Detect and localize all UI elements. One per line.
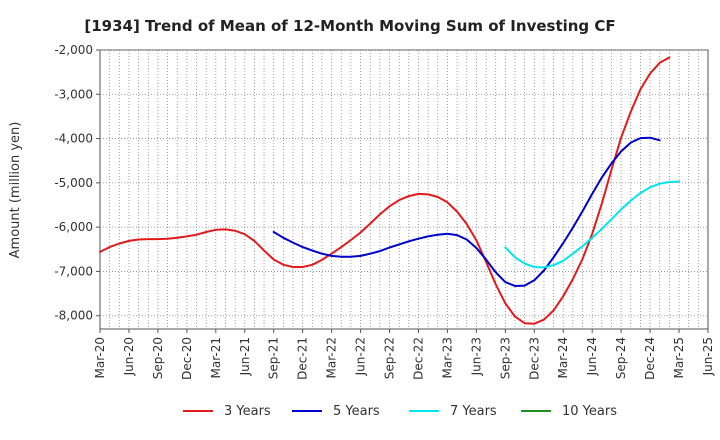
x-tick-label: Jun-22 [354, 337, 368, 376]
x-tick-label: Dec-22 [411, 337, 425, 380]
y-tick-label: -5,000 [54, 176, 93, 190]
x-tick-label: Mar-24 [556, 337, 570, 378]
y-tick-label: -8,000 [54, 309, 93, 323]
x-tick-label: Jun-24 [585, 337, 599, 376]
x-tick-label: Sep-21 [267, 337, 281, 379]
legend-label: 7 Years [450, 404, 497, 419]
x-tick-label: Mar-21 [209, 337, 223, 378]
x-tick-label: Mar-22 [325, 337, 339, 378]
x-tick-label: Mar-20 [93, 337, 107, 378]
x-tick-label: Sep-20 [151, 337, 165, 379]
series-line-5-years [272, 136, 661, 287]
legend: 3 Years 5 Years 7 Years 10 Years [183, 404, 617, 419]
x-tick-label: Mar-23 [440, 337, 454, 378]
x-tick-label: Jun-25 [701, 337, 715, 376]
series-line-3-years [99, 56, 671, 325]
grid [100, 49, 708, 329]
x-tick-label: Jun-20 [122, 337, 136, 376]
x-axis-ticks: Mar-20 Jun-20 Sep-20 Dec-20 Mar-21 Jun-21 Sep-… [93, 329, 715, 380]
x-tick-label: Dec-20 [180, 337, 194, 380]
legend-label: 10 Years [562, 404, 617, 419]
x-tick-label: Sep-23 [498, 337, 512, 379]
legend-label: 5 Years [333, 404, 380, 419]
y-tick-label: -3,000 [54, 87, 93, 101]
x-tick-label: Sep-22 [383, 337, 397, 379]
legend-label: 3 Years [224, 404, 271, 419]
x-tick-label: Mar-25 [672, 337, 686, 378]
series-lines [99, 56, 680, 325]
y-axis-label: Amount (million yen) [8, 122, 23, 259]
y-tick-label: -4,000 [54, 132, 93, 146]
plot-area [99, 49, 709, 330]
x-tick-label: Sep-24 [614, 337, 628, 379]
y-axis-ticks: -2,000 -3,000 -4,000 -5,000 -6,000 -7,000 -8,0… [54, 43, 100, 323]
x-tick-label: Dec-24 [643, 337, 657, 380]
x-tick-label: Jun-21 [238, 337, 252, 376]
y-tick-label: -6,000 [54, 220, 93, 234]
x-tick-label: Jun-23 [469, 337, 483, 376]
x-tick-label: Dec-21 [296, 337, 310, 380]
chart-title: [1934] Trend of Mean of 12-Month Moving … [84, 17, 615, 35]
series-line-7-years [504, 180, 680, 269]
y-tick-label: -7,000 [54, 264, 93, 278]
y-tick-label: -2,000 [54, 43, 93, 57]
x-tick-label: Dec-23 [527, 337, 541, 380]
